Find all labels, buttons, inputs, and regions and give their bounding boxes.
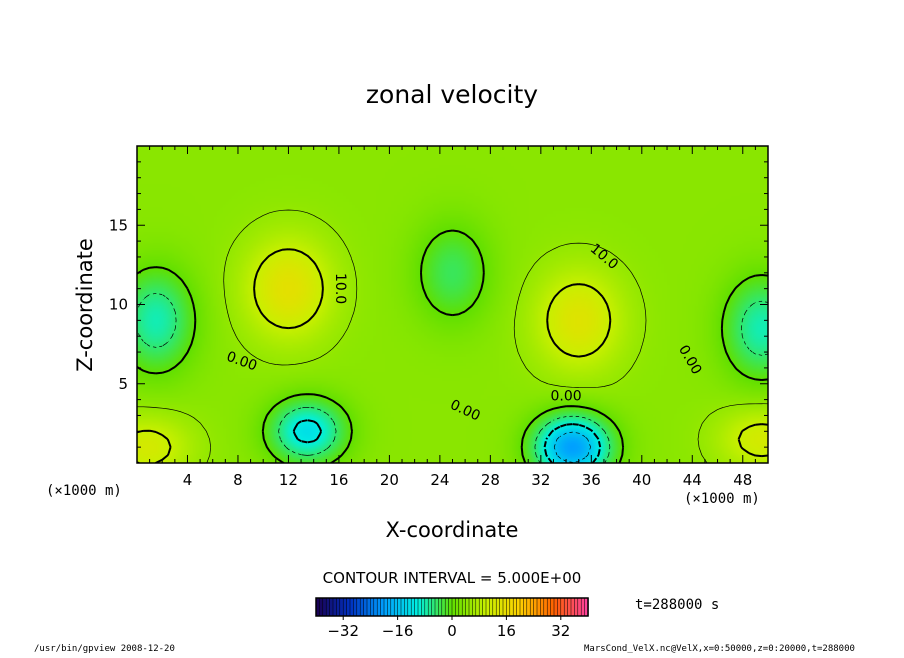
footer-left: /usr/bin/gpview 2008-12-20 xyxy=(34,644,175,654)
contour-label: 0.00 xyxy=(551,388,582,404)
x-tick-label: 20 xyxy=(380,471,399,489)
x-axis: 4 8 12 16 20 24 28 32 36 40 44 48 xyxy=(149,146,756,489)
time-label: t=288000 s xyxy=(635,597,719,613)
contour-line xyxy=(137,229,768,463)
colorbar-tick-label: −32 xyxy=(327,622,359,640)
x-tick-label: 40 xyxy=(632,471,651,489)
contour-line xyxy=(137,292,768,463)
y-tick-label: 5 xyxy=(118,375,128,393)
colorbar-tick-label: 0 xyxy=(447,622,457,640)
x-tick-label: 16 xyxy=(329,471,348,489)
x-tick-label: 32 xyxy=(531,471,550,489)
colorbar: −32 −16 0 16 32 xyxy=(315,597,589,640)
x-tick-label: 48 xyxy=(733,471,752,489)
colorbar-tick-label: 16 xyxy=(497,622,516,640)
x-tick-label: 36 xyxy=(582,471,601,489)
x-tick-label: 12 xyxy=(279,471,298,489)
x-tick-label: 28 xyxy=(481,471,500,489)
contour-interval: CONTOUR INTERVAL = 5.000E+00 xyxy=(323,569,582,587)
chart-title: zonal velocity xyxy=(366,80,538,109)
contour-field xyxy=(137,146,768,463)
x-tick-label: 8 xyxy=(233,471,243,489)
contour-line xyxy=(292,419,602,463)
contour-line xyxy=(137,209,768,463)
contour-line xyxy=(553,431,591,463)
contour-label: 10.0 xyxy=(332,273,348,304)
x-unit-left: (×1000 m) xyxy=(46,483,122,499)
x-axis-label: X-coordinate xyxy=(386,518,519,542)
y-tick-label: 15 xyxy=(109,216,128,234)
x-tick-label: 24 xyxy=(430,471,449,489)
y-tick-label: 10 xyxy=(109,296,128,314)
y-axis: 5 10 15 xyxy=(109,161,768,448)
x-tick-label: 4 xyxy=(183,471,193,489)
y-axis-label: Z-coordinate xyxy=(73,238,97,372)
colorbar-tick-label: −16 xyxy=(382,622,414,640)
x-tick-label: 44 xyxy=(683,471,702,489)
x-unit-right: (×1000 m) xyxy=(684,491,760,507)
colorbar-tick-label: 32 xyxy=(551,622,570,640)
footer-right: MarsCond_VelX.nc@VelX,x=0:50000,z=0:2000… xyxy=(584,644,855,654)
contour-lines xyxy=(137,209,768,463)
